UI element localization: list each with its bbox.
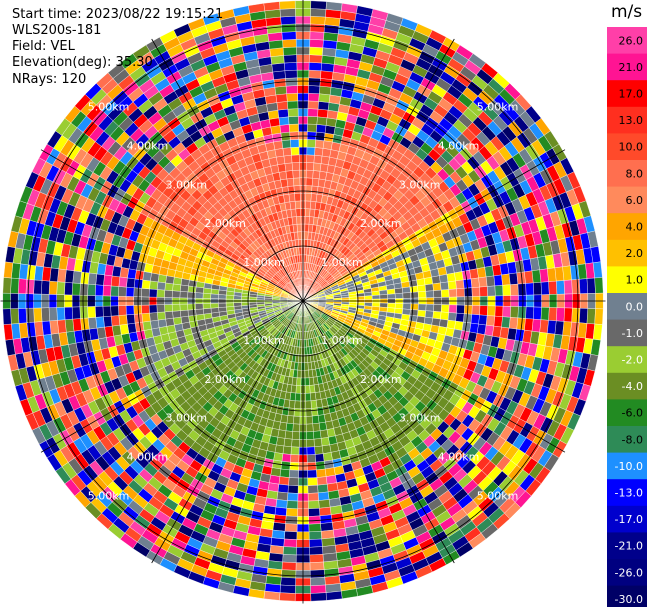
colorbar-tick-label: -6.0 — [622, 407, 643, 420]
colorbar-tick-label: 2.0 — [626, 247, 644, 260]
colorbar-tick-label: 0.0 — [626, 300, 644, 313]
colorbar-unit: m/s — [611, 2, 643, 22]
colorbar-tick-label: 1.0 — [626, 274, 644, 287]
colorbar-tick-label: 26.0 — [619, 34, 644, 47]
colorbar-tick-label: -8.0 — [622, 433, 643, 446]
colorbar-tick-label: 4.0 — [626, 221, 644, 234]
field-label: Field: VEL — [12, 39, 75, 54]
colorbar-tick-label: -1.0 — [622, 327, 643, 340]
colorbar-tick-label: -30.0 — [615, 593, 643, 606]
colorbar-tick-label: 17.0 — [619, 88, 644, 101]
instrument-label: WLS200s-181 — [12, 23, 102, 38]
colorbar-tick-label: 10.0 — [619, 141, 644, 154]
colorbar-tick-label: -17.0 — [615, 513, 643, 526]
colorbar-tick-label: -4.0 — [622, 380, 643, 393]
colorbar-tick-label: 8.0 — [626, 167, 644, 180]
colorbar-tick-label: -13.0 — [615, 487, 643, 500]
colorbar-tick-label: 21.0 — [619, 61, 644, 74]
elevation-label: Elevation(deg): 35.30 — [12, 55, 153, 70]
velocity-field — [2, 0, 604, 602]
colorbar-tick-label: -2.0 — [622, 354, 643, 367]
colorbar-tick-label: -10.0 — [615, 460, 643, 473]
nrays-label: NRays: 120 — [12, 72, 87, 87]
start-time-label: Start time: 2023/08/22 19:15:21 — [12, 7, 224, 22]
colorbar-tick-label: 6.0 — [626, 194, 644, 207]
colorbar-tick-label: 13.0 — [619, 114, 644, 127]
colorbar-tick-label: -26.0 — [615, 566, 643, 579]
colorbar-tick-label: -21.0 — [615, 540, 643, 553]
